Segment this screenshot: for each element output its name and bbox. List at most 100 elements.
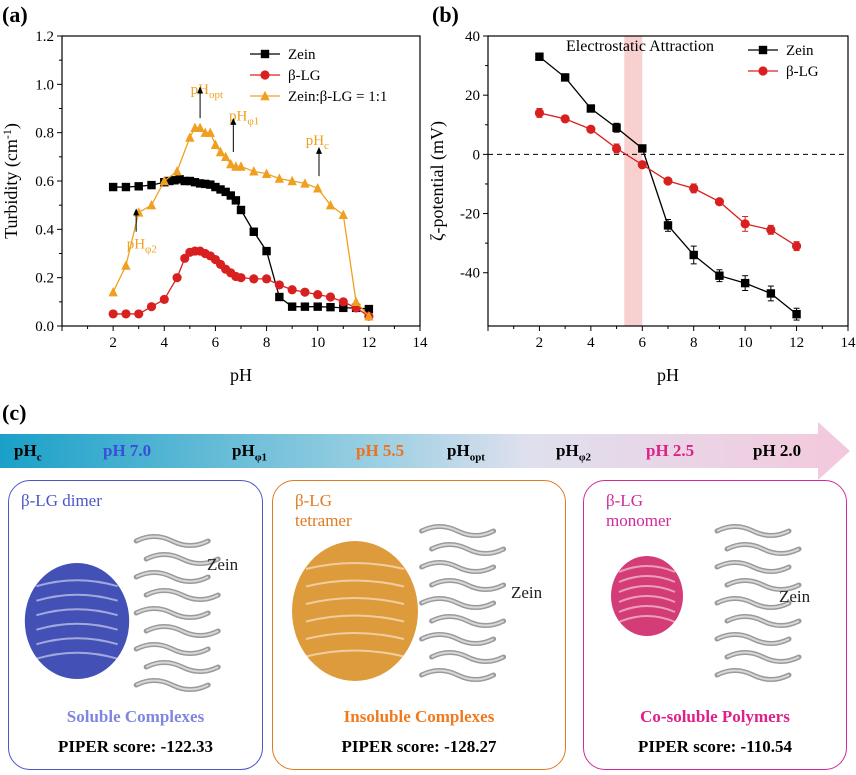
data-point xyxy=(300,178,310,188)
protein-label-line1: β-LG dimer xyxy=(21,491,102,510)
panel-label-c: (c) xyxy=(2,400,27,425)
data-point xyxy=(249,274,259,284)
data-point xyxy=(236,205,246,215)
x-tick-label: 4 xyxy=(587,335,595,351)
beta-strand xyxy=(618,595,676,603)
data-point xyxy=(274,280,284,290)
data-point xyxy=(261,274,272,284)
data-point xyxy=(180,253,190,263)
zein-structure-highlight xyxy=(421,525,505,681)
zein-structure-highlight xyxy=(135,535,219,691)
data-point xyxy=(159,175,169,186)
data-point xyxy=(249,227,258,236)
complex-caption: Co-soluble Polymers xyxy=(640,707,790,726)
ph-stage-label: pHφ1 xyxy=(232,441,268,464)
protein-structure-image xyxy=(611,524,802,682)
data-point xyxy=(205,127,216,137)
complex-box-insoluble: β-LG tetramer Zein Insoluble Complexes PI… xyxy=(272,480,566,770)
ph-stage-label: pH 7.0 xyxy=(103,441,152,460)
beta-strand xyxy=(618,605,676,613)
data-point xyxy=(211,182,220,192)
beta-strand xyxy=(36,637,118,646)
data-point xyxy=(185,132,195,142)
data-point xyxy=(766,289,776,298)
data-point xyxy=(300,287,310,297)
data-point xyxy=(313,289,323,300)
protein-label-line2: tetramer xyxy=(295,511,352,530)
data-point xyxy=(689,183,699,193)
y-tick-label: 0.8 xyxy=(35,126,54,142)
data-point xyxy=(300,302,310,311)
legend-marker xyxy=(260,90,270,101)
data-point xyxy=(175,175,184,184)
protein-label-line1: β-LG xyxy=(606,491,643,510)
zein-structure-highlight xyxy=(716,525,800,681)
data-point xyxy=(586,104,596,113)
x-tick-label: 14 xyxy=(841,335,856,351)
complex-box-cosoluble: β-LG monomer Zein Co-soluble Polymers PIP… xyxy=(583,480,847,770)
data-point xyxy=(195,122,205,133)
data-point xyxy=(766,225,776,235)
data-point xyxy=(206,180,215,189)
data-point xyxy=(714,197,725,207)
data-point xyxy=(287,285,297,295)
data-point xyxy=(216,185,225,194)
beta-strand xyxy=(618,565,676,573)
annotation-label: pHopt xyxy=(191,82,223,101)
data-point xyxy=(611,143,622,154)
data-point xyxy=(108,182,118,192)
complex-caption: Soluble Complexes xyxy=(66,707,205,726)
data-point xyxy=(159,294,169,305)
protein-structure-image xyxy=(24,534,221,692)
ph-stage-label: pH 5.5 xyxy=(356,441,405,460)
x-tick-label: 2 xyxy=(536,335,544,351)
legend-entry: Zein xyxy=(288,47,316,63)
legend-marker xyxy=(260,49,270,59)
beta-strand xyxy=(36,622,118,631)
data-point xyxy=(231,196,241,205)
data-point xyxy=(172,166,182,176)
y-axis-label: Turbidity (cm-1) xyxy=(0,123,22,239)
beta-strand xyxy=(36,593,118,602)
data-point xyxy=(326,302,335,312)
data-point xyxy=(170,176,179,185)
data-point xyxy=(637,160,647,170)
annotation-arrowhead xyxy=(230,117,237,125)
protein-label-line1: β-LG xyxy=(295,491,332,510)
data-point xyxy=(108,309,118,319)
beta-strand xyxy=(305,562,405,570)
data-point xyxy=(262,246,271,256)
x-tick-label: 10 xyxy=(310,335,325,351)
data-point xyxy=(715,271,724,280)
turbidity-chart: 2 4 6 8 10 12 14 0.0 0.2 0.4 0.6 0.8 1.0 1.2 pH Turbidi… xyxy=(0,29,428,385)
band-label: Electrostatic Attraction xyxy=(566,38,714,55)
ph-stage-label: pHφ2 xyxy=(556,441,592,464)
piper-score: PIPER score: -122.33 xyxy=(57,737,214,756)
legend-entry: Zein xyxy=(786,43,814,59)
zeta-potential-chart: Electrostatic Attraction 2 4 6 8 10 12 14 -40 -20… xyxy=(428,29,856,385)
zein-label: Zein xyxy=(511,583,543,602)
data-point xyxy=(249,166,259,176)
y-tick-label: 0.2 xyxy=(35,271,54,287)
y-tick-label: 1.0 xyxy=(35,77,54,93)
piper-score: PIPER score: -110.54 xyxy=(637,737,793,756)
data-point xyxy=(791,241,802,251)
beta-strand xyxy=(618,615,676,623)
data-point xyxy=(185,176,195,186)
zein-label: Zein xyxy=(779,587,811,606)
beta-strand xyxy=(305,614,405,623)
data-point xyxy=(180,176,189,186)
beta-strand xyxy=(305,632,405,640)
data-point xyxy=(236,273,246,283)
piper-score: PIPER score: -128.27 xyxy=(341,737,497,756)
panel-label-a: (a) xyxy=(2,2,28,27)
data-point xyxy=(740,219,750,229)
data-point xyxy=(534,108,545,118)
data-point xyxy=(201,179,210,189)
beta-strand xyxy=(305,597,405,605)
beta-strand xyxy=(618,585,676,593)
y-tick-label: 0 xyxy=(473,147,481,163)
data-point xyxy=(287,175,297,186)
y-axis-label: ζ-potential (mV) xyxy=(428,121,448,241)
beta-strand xyxy=(618,575,676,583)
